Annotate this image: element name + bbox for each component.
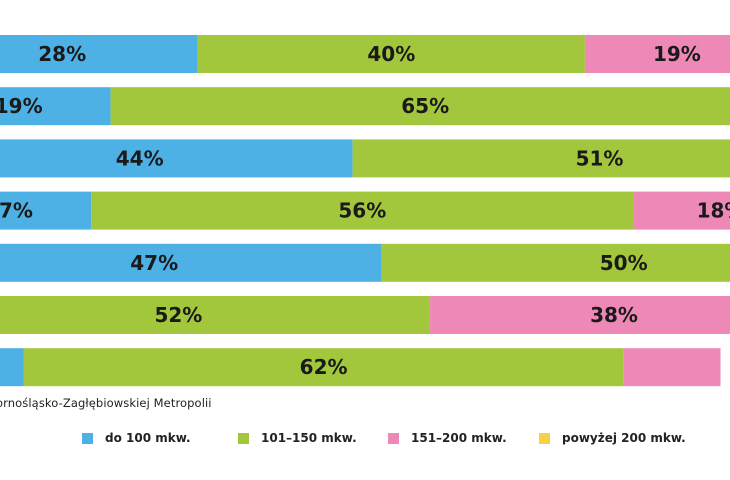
data-label: 19%: [653, 42, 701, 66]
bar-row: 44% 51%: [0, 139, 730, 178]
data-label: 47%: [130, 251, 178, 275]
legend-swatch: [238, 432, 249, 444]
data-label: 18%: [697, 199, 730, 223]
data-label: 62%: [300, 355, 348, 379]
bar-segment: [584, 35, 730, 73]
bar-segment: [0, 35, 198, 73]
data-label: 28%: [38, 42, 86, 66]
data-label: 17%: [0, 199, 33, 223]
data-label: 65%: [401, 94, 449, 118]
bar-row: 4%62%: [0, 348, 721, 387]
bar-segment: [633, 191, 730, 230]
data-label: 19%: [0, 94, 43, 118]
bar-segment: [23, 348, 624, 387]
legend-item: 151–200 mkw.: [388, 429, 507, 447]
bar-row: 52% 38%: [0, 296, 730, 334]
legend-label: do 100 mkw.: [105, 431, 191, 445]
bar-segment: [110, 87, 730, 126]
legend-label: powyżej 200 mkw.: [562, 431, 686, 445]
legend-label: 101–150 mkw.: [261, 431, 357, 445]
data-label: 40%: [367, 42, 415, 66]
bar-row: 19% 65%: [0, 87, 730, 126]
bar-row: 28% 40% 19%: [0, 35, 730, 73]
legend-label: 151–200 mkw.: [411, 431, 507, 445]
bar-segment: [0, 139, 353, 178]
bar-segment: [0, 243, 382, 282]
bar-segment: [381, 243, 730, 282]
bar-segment: [0, 296, 431, 334]
legend-swatch: [82, 432, 93, 444]
legend-item: do 100 mkw.: [82, 429, 191, 447]
legend-swatch: [539, 432, 550, 444]
data-label: 52%: [154, 303, 202, 327]
legend-item: powyżej 200 mkw.: [539, 429, 686, 447]
legend-swatch: [388, 432, 399, 444]
bar-segment: [0, 87, 111, 126]
bar-row: 17% 56% 18%: [0, 191, 730, 230]
legend-item: 101–150 mkw.: [238, 429, 357, 447]
bar-segment: [352, 139, 730, 178]
source-note: ornośląsko-Zagłębiowskiej Metropolii: [0, 396, 212, 410]
bar-segment: [91, 191, 634, 230]
data-label: 51%: [576, 146, 624, 170]
bar-segment: [0, 191, 92, 230]
data-label: 56%: [338, 199, 386, 223]
legend: do 100 mkw. 101–150 mkw. 151–200 mkw. powyż…: [0, 429, 730, 447]
bar-segment: [430, 296, 730, 334]
data-label: 38%: [590, 303, 638, 327]
data-label: 44%: [116, 146, 164, 170]
bar-segment: [623, 348, 721, 387]
bar-segment: [197, 35, 585, 73]
stacked-bar-chart: 28% 40% 19% 19% 65% 44% 51% 17% 56% 18% 47% 50% 52% 3…: [0, 35, 730, 387]
bar-row: 47% 50%: [0, 243, 730, 282]
data-label: 50%: [600, 251, 648, 275]
bar-segment: [0, 348, 24, 387]
